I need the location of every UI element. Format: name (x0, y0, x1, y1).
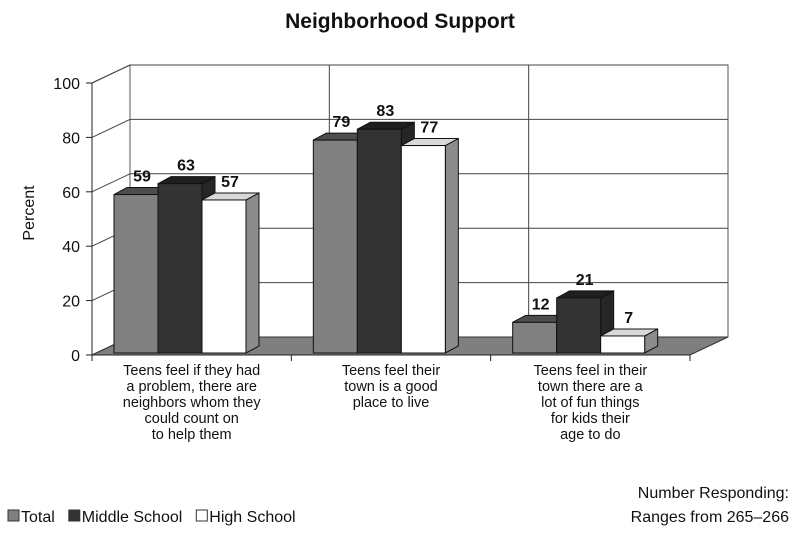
x-tick-label: Teens feel their town is a good place to l… (342, 363, 441, 411)
data-label: 79 (332, 114, 350, 131)
legend: Total Middle School High School (7, 509, 296, 526)
bar-front (312, 139, 358, 354)
y-tick-label: 20 (62, 294, 80, 311)
bar-front (356, 128, 402, 354)
note-line: Ranges from 265–266 (631, 509, 789, 526)
bar-high-school (400, 137, 459, 354)
gridline (91, 173, 131, 193)
chart-title: Neighborhood Support (285, 10, 515, 33)
legend-label: High School (209, 509, 295, 526)
y-tick-label: 0 (71, 348, 80, 365)
data-label: 57 (221, 174, 239, 191)
y-axis-ticks: 0 20 40 60 80 100 (53, 76, 691, 365)
data-label: 83 (376, 103, 394, 120)
note-line: Number Responding: (638, 485, 789, 502)
legend-entry: Total (7, 509, 55, 526)
legend-label: Middle School (82, 509, 183, 526)
data-labels: 59 63 57 79 83 77 12 21 7 (133, 103, 633, 327)
bar-front (600, 335, 646, 354)
bar-front (201, 199, 247, 354)
bar-front (512, 321, 558, 354)
legend-swatch (7, 509, 20, 522)
data-label: 59 (133, 169, 151, 186)
legend-label: Total (21, 509, 55, 526)
bars (113, 121, 659, 354)
y-tick-label: 40 (62, 239, 80, 256)
legend-entry: Middle School (68, 509, 183, 526)
y-tick-label: 80 (62, 130, 80, 147)
response-note: Number Responding: Ranges from 265–266 (631, 485, 789, 526)
bar-front (400, 145, 446, 354)
legend-entry: High School (195, 509, 296, 526)
data-label: 77 (420, 120, 438, 137)
x-tick-label: Teens feel if they had a problem, there a… (123, 363, 262, 443)
legend-swatch (68, 509, 81, 522)
category-labels: Teens feel if they had a problem, there a… (123, 363, 648, 443)
x-tick-label: Teens feel in their town there are a lot o… (534, 363, 648, 443)
bar-front (556, 297, 602, 354)
bar-side (245, 192, 260, 354)
y-tick-label: 60 (62, 185, 80, 202)
data-label: 12 (532, 296, 550, 313)
legend-swatch (195, 509, 208, 522)
gridline (91, 64, 131, 84)
bar-front (113, 194, 159, 354)
data-label: 63 (177, 158, 195, 175)
bar-front (157, 183, 203, 354)
bar-high-school (201, 192, 260, 354)
data-label: 21 (576, 272, 594, 289)
bar-side (444, 137, 459, 354)
bar-high-school (600, 328, 659, 354)
y-tick-label: 100 (53, 76, 80, 93)
data-label: 7 (624, 310, 633, 327)
gridline (91, 118, 131, 138)
y-axis-label: Percent (21, 185, 38, 241)
